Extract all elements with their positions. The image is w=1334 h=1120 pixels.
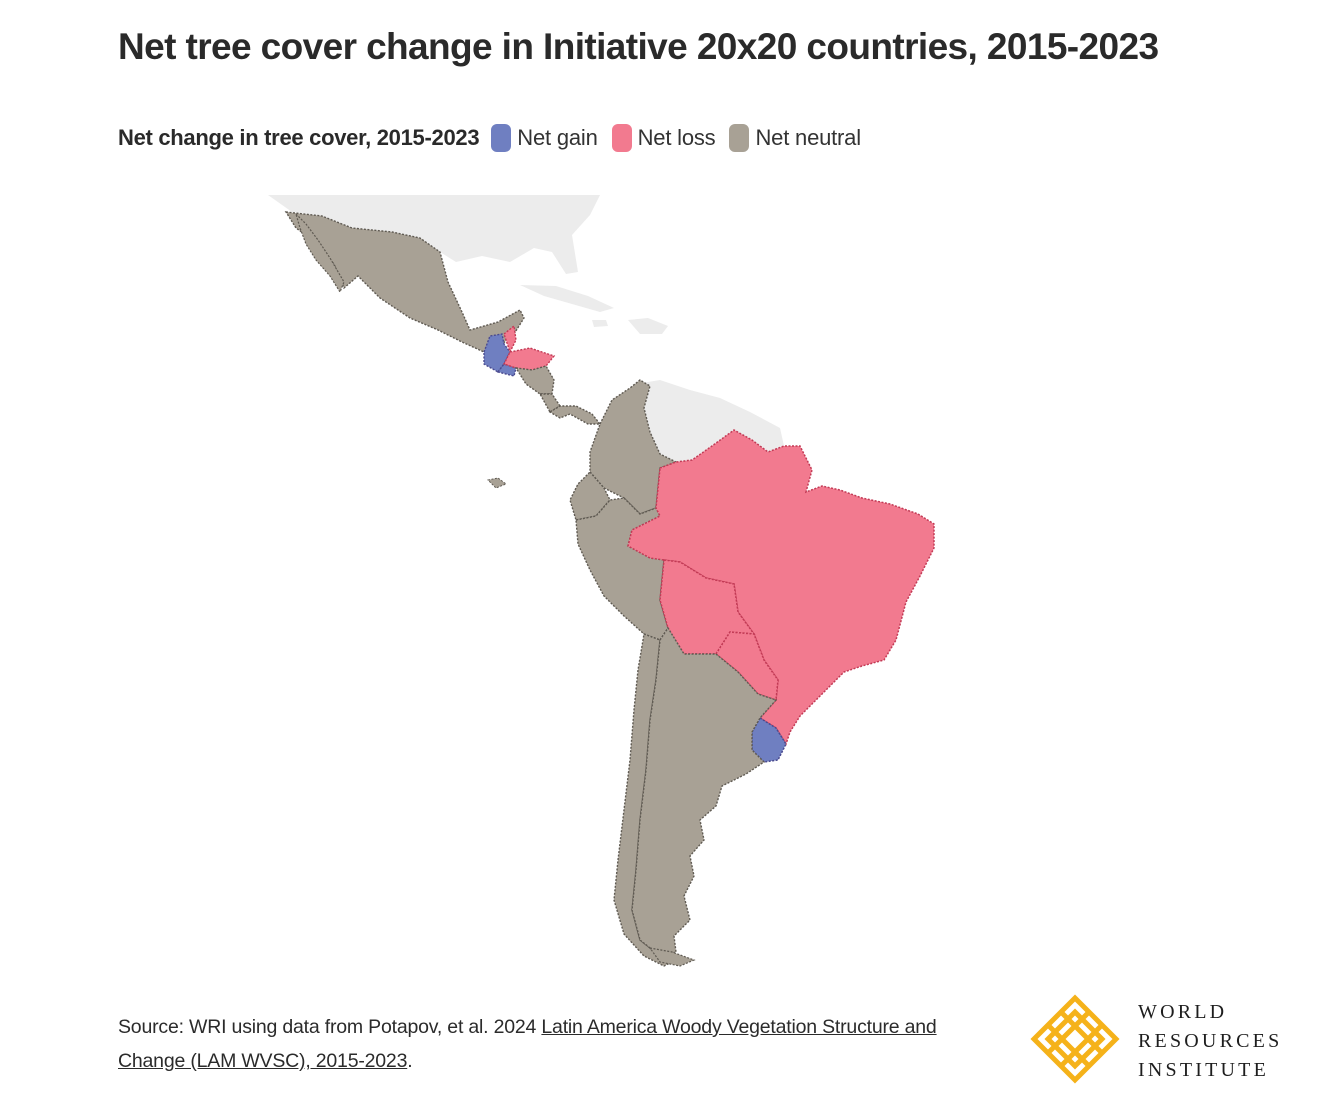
region-panama — [548, 405, 602, 425]
legend-swatch-gain — [491, 124, 512, 152]
region-ecuador — [569, 470, 611, 521]
legend: Net change in tree cover, 2015-2023 Net … — [118, 124, 875, 152]
region-argentina — [631, 626, 778, 957]
legend-label-loss: Net loss — [637, 125, 716, 150]
other-land-hispaniola — [628, 318, 668, 334]
region-mexico-baja — [294, 211, 345, 294]
legend-item-net-loss: Net loss — [611, 124, 716, 152]
source-link[interactable]: Latin America Woody Vegetation Structure… — [118, 1016, 937, 1072]
legend-swatch-neutral — [729, 124, 750, 152]
logo-line-3: INSTITUTE — [1138, 1059, 1269, 1081]
logo-line-1: WORLD — [1138, 1001, 1228, 1023]
wri-logo-icon — [1030, 994, 1120, 1084]
other-land-usa — [268, 195, 600, 274]
legend-title: Net change in tree cover, 2015-2023 — [118, 125, 480, 150]
legend-item-net-neutral: Net neutral — [729, 124, 861, 152]
legend-label-neutral: Net neutral — [755, 125, 861, 150]
region-peru — [575, 497, 669, 641]
region-belize — [503, 324, 517, 354]
other-land-cuba — [520, 285, 614, 312]
source-suffix: . — [407, 1050, 413, 1072]
source-note: Source: WRI using data from Potapov, et … — [118, 1010, 968, 1078]
logo-line-2: RESOURCES — [1138, 1030, 1283, 1052]
other-land-venezuela-guianas — [636, 380, 784, 462]
source-prefix: Source: WRI using data from Potapov, et … — [118, 1016, 542, 1038]
region-galapagos — [486, 477, 508, 489]
region-nicaragua — [514, 365, 555, 395]
wri-logo-text: WORLD RESOURCES INSTITUTE — [1138, 998, 1282, 1085]
legend-label-gain: Net gain — [517, 125, 598, 150]
legend-item-net-gain: Net gain — [491, 124, 598, 152]
other-land-jamaica — [592, 320, 608, 327]
legend-swatch-loss — [611, 124, 632, 152]
region-bolivia — [659, 559, 756, 655]
region-brazil — [627, 429, 935, 746]
region-paraguay — [715, 631, 779, 702]
region-honduras — [503, 347, 556, 371]
chart-title: Net tree cover change in Initiative 20x2… — [118, 26, 1159, 67]
region-tierra-del-fuego — [648, 947, 696, 967]
